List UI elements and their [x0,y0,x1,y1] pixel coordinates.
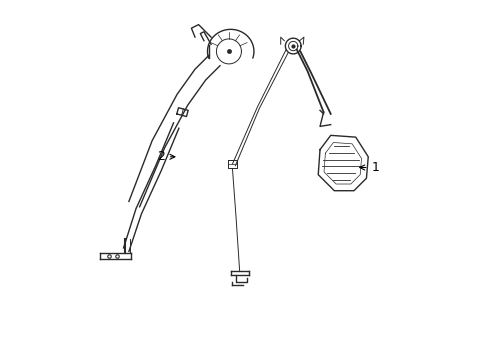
Text: 2: 2 [157,150,175,163]
Text: 1: 1 [360,161,379,174]
